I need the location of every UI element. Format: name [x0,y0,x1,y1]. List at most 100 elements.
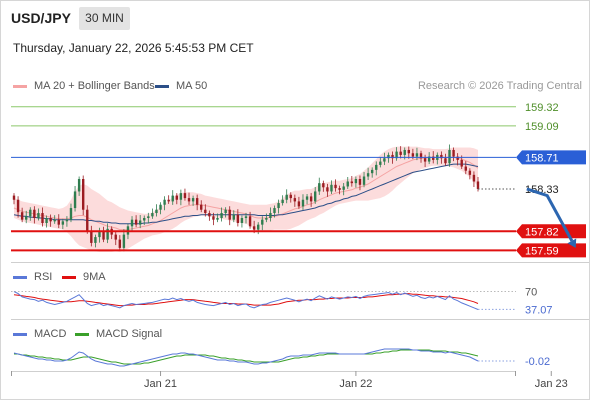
legend-label-macd: MACD [34,328,67,340]
candle-body [354,179,358,184]
candle-body [375,164,378,170]
legend-label-ma50: MA 50 [176,80,208,92]
legend-swatch-rsi [13,275,27,279]
candle-body [200,204,203,210]
timeframe-badge[interactable]: 30 MIN [79,7,130,30]
candle-body [73,191,77,209]
candle-body [297,201,301,207]
legend-macd-signal: MACD Signal [75,328,162,340]
candle-body [379,161,382,165]
candle-body [415,153,419,157]
candle-body [403,149,406,155]
candle-body [383,158,386,162]
candle-body [90,231,93,243]
candle-body [440,154,443,159]
candle-body [77,179,81,192]
macd-last-label: -0.02 [525,356,550,368]
candle-body [318,183,321,192]
candle-body [338,188,341,190]
support-level-tag [516,243,586,258]
candle-body [273,208,276,214]
rsi-line [13,291,479,310]
candle-body [53,219,56,222]
candle-body [220,213,223,219]
candle-body [49,218,52,222]
candle-body [407,149,411,154]
legend-swatch-ma50 [155,84,169,88]
candle-body [309,196,313,202]
candle-body [432,156,435,160]
candle-body [163,199,166,205]
candle-body [151,213,154,217]
candle-body [114,234,117,240]
symbol-title: USD/JPY [11,10,71,26]
candle-body [370,169,374,174]
candle-body [195,198,199,205]
candle-body [134,219,138,225]
candle-body [366,173,370,177]
last-price-label: 158.33 [525,184,559,196]
candle-body [391,154,394,159]
candle-body [285,194,288,200]
candle-body [204,209,207,214]
candle-body [94,237,97,243]
candle-body [183,193,187,199]
candle-body [155,209,158,214]
candle-body [289,194,292,199]
legend-ma50: MA 50 [155,80,207,92]
candle-body [468,170,472,175]
candle-body [330,184,333,192]
time-axis-label: Jan 23 [535,378,568,390]
candle-body [460,159,463,167]
candle-body [61,221,65,225]
candle-body [419,153,423,159]
candle-body [57,219,60,225]
time-axis: Jan 21 Jan 22 Jan 23 [11,371,568,390]
target-level-label: 159.09 [525,121,559,133]
candle-body [464,166,467,171]
candle-body [118,239,122,248]
candle-body [167,199,170,202]
legend-rsi: RSI [13,271,52,283]
candle-body [322,183,325,188]
candle-body [350,181,354,184]
candle-body [179,193,183,200]
legend-label-rsi-ma: 9MA [83,271,106,283]
candle-body [20,212,24,220]
candle-body [326,187,329,192]
resistance-level-label: 158.71 [525,152,559,164]
candle-body [399,151,402,155]
time-axis-label: Jan 22 [339,378,372,390]
candle-body [228,209,231,220]
candle-body [130,219,134,227]
candle-body [65,219,69,222]
copyright-label: Research © 2026 Trading Central [417,80,582,92]
candle-body [175,195,179,200]
legend-swatch-bollinger [13,84,27,88]
candle-body [301,199,305,207]
macd-signal-line [14,349,479,365]
candle-body [395,151,398,159]
candle-body [252,226,256,230]
price-panel: 159.32 159.09 158.71 158.33 157.82 157.59 [11,102,586,258]
legend-bollinger: MA 20 + Bollinger Bands [13,80,155,92]
candle-body [358,179,362,185]
candle-body [98,231,101,238]
candle-body [106,228,109,240]
candle-body [41,213,44,223]
candle-body [208,213,211,217]
candle-body [257,224,260,230]
candle-body [244,216,248,219]
candle-body [29,209,32,217]
candle-body [16,199,20,213]
candle-body [159,204,162,210]
rsi-reference-label: 70 [525,286,537,298]
candle-body [423,158,427,162]
candle-body [248,216,252,227]
candle-body [236,214,240,223]
candle-body [191,198,195,202]
candle-body [476,181,480,189]
macd-panel: -0.02 [11,319,589,368]
forecast-arrow-line [526,187,574,242]
candle-body [45,218,48,223]
